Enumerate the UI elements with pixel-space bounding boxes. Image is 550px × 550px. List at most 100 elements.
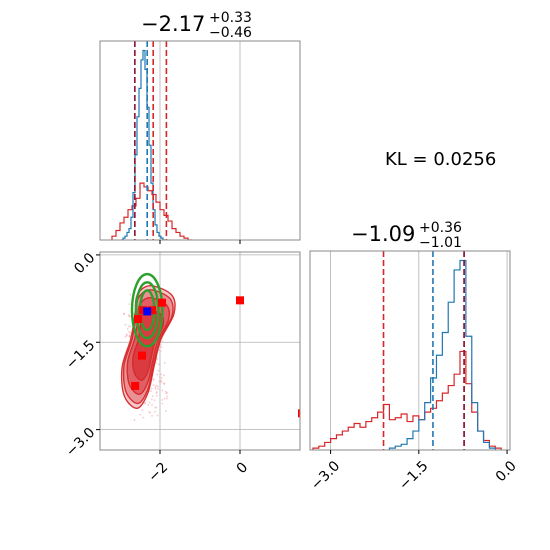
param2-title-value: −1.09 (351, 222, 415, 246)
param1-title-upper-error: +0.33 (209, 10, 252, 26)
scatter-sample-point (127, 314, 130, 317)
scatter-sample-point (161, 398, 164, 401)
scatter-sample-point (125, 333, 128, 336)
hist1-series-b (111, 182, 192, 240)
scatter-y-tick-label: 0.0 (71, 250, 98, 277)
scatter-sample-point (123, 312, 125, 315)
scatter-x-tick-label: 0 (234, 460, 252, 478)
param2-title-lower-error: −1.01 (419, 235, 462, 251)
scatter-sample-point (152, 378, 155, 381)
scatter-frame (99, 251, 301, 451)
scatter-marker-red (131, 381, 140, 390)
scatter-sample-point (163, 361, 166, 364)
scatter-sample-point (156, 385, 159, 388)
scatter-sample-point (153, 410, 156, 413)
scatter-sample-point (160, 381, 163, 384)
hist2-x-tick-label: −1.5 (396, 458, 431, 493)
param2-title-upper-error: +0.36 (419, 220, 462, 236)
scatter-sample-point (148, 401, 151, 404)
scatter-sample-point (159, 350, 162, 353)
scatter-sample-point (165, 392, 168, 395)
scatter-sample-point (162, 382, 165, 385)
scatter-sample-point (151, 414, 153, 417)
scatter-marker-blue (143, 307, 152, 316)
scatter-sample-point (161, 340, 164, 343)
scatter-sample-point (164, 410, 167, 412)
scatter-sample-point (158, 380, 161, 383)
scatter-marker-red (134, 314, 142, 323)
scatter-sample-point (156, 414, 159, 417)
scatter-sample-point (128, 303, 131, 306)
hist1-panel (111, 41, 192, 240)
scatter-sample-point (144, 401, 146, 404)
scatter-sample-point (158, 376, 161, 379)
scatter-sample-point (151, 395, 154, 397)
scatter-sample-point (129, 325, 132, 328)
scatter-sample-point (147, 403, 150, 406)
scatter-contour-green (130, 272, 164, 348)
scatter-sample-point (150, 387, 153, 390)
scatter-sample-point (129, 315, 131, 318)
scatter-sample-point (153, 399, 156, 402)
scatter-sample-point (129, 293, 132, 296)
scatter-sample-point (152, 384, 155, 386)
scatter-sample-point (155, 392, 158, 395)
scatter-sample-point (157, 387, 159, 390)
scatter-sample-point (124, 323, 127, 326)
scatter-sample-point (166, 395, 169, 398)
scatter-sample-point (141, 409, 144, 411)
scatter-marker-red (148, 306, 156, 315)
scatter-sample-point (161, 389, 164, 392)
scatter-panel (120, 272, 300, 421)
scatter-contour-green (134, 281, 160, 340)
scatter-sample-point (155, 358, 158, 361)
scatter-sample-point (160, 373, 162, 376)
scatter-sample-point (129, 331, 132, 334)
scatter-sample-point (148, 410, 151, 413)
hist2-x-tick-label: 0.0 (493, 458, 520, 485)
hist2-series-a (388, 259, 496, 450)
scatter-sample-point (151, 403, 153, 406)
scatter-sample-point (142, 416, 145, 419)
scatter-sample-point (160, 346, 163, 348)
hist1-frame (99, 40, 301, 241)
hist2-frame (309, 250, 511, 451)
scatter-sample-point (139, 413, 141, 416)
kl-divergence-label: KL = 0.0256 (385, 149, 496, 170)
hist1-grid (159, 41, 241, 240)
scatter-sample-point (163, 397, 166, 400)
scatter-sample-point (160, 376, 163, 379)
scatter-sample-point (156, 373, 159, 376)
scatter-sample-point (124, 335, 127, 338)
scatter-sample-point (157, 363, 160, 366)
scatter-marker-red (298, 409, 300, 418)
scatter-sample-point (160, 379, 163, 382)
scatter-marker-red (138, 351, 146, 360)
scatter-sample-point (150, 390, 152, 393)
hist2-ticks: −3.0 −1.5 0.0 (308, 450, 520, 493)
scatter-x-tick-label: −2 (145, 460, 171, 486)
scatter-sample-point (154, 388, 157, 390)
scatter-sample-point (150, 398, 153, 401)
scatter-sample-point (162, 374, 165, 377)
scatter-sample-point (133, 419, 136, 421)
scatter-y-tick-label: −1.5 (63, 337, 98, 372)
scatter-sample-point (165, 397, 168, 400)
scatter-sample-point (128, 334, 131, 337)
hist2-x-tick-label: −3.0 (308, 458, 343, 493)
scatter-sample-point (155, 406, 157, 409)
scatter-sample-point (128, 325, 130, 328)
hist2-series-b (312, 350, 502, 450)
scatter-sample-point (128, 330, 130, 333)
hist1-ticks (159, 240, 241, 244)
scatter-sample-point (157, 369, 160, 372)
hist1-series-a (121, 49, 165, 240)
scatter-sample-point (155, 384, 158, 387)
scatter-sample-point (154, 386, 157, 389)
scatter-sample-point (159, 343, 162, 346)
scatter-y-tick-label: −3.0 (63, 425, 98, 460)
scatter-marker-red (158, 298, 166, 307)
scatter-sample-point (161, 402, 164, 405)
scatter-sample-point (164, 390, 167, 393)
